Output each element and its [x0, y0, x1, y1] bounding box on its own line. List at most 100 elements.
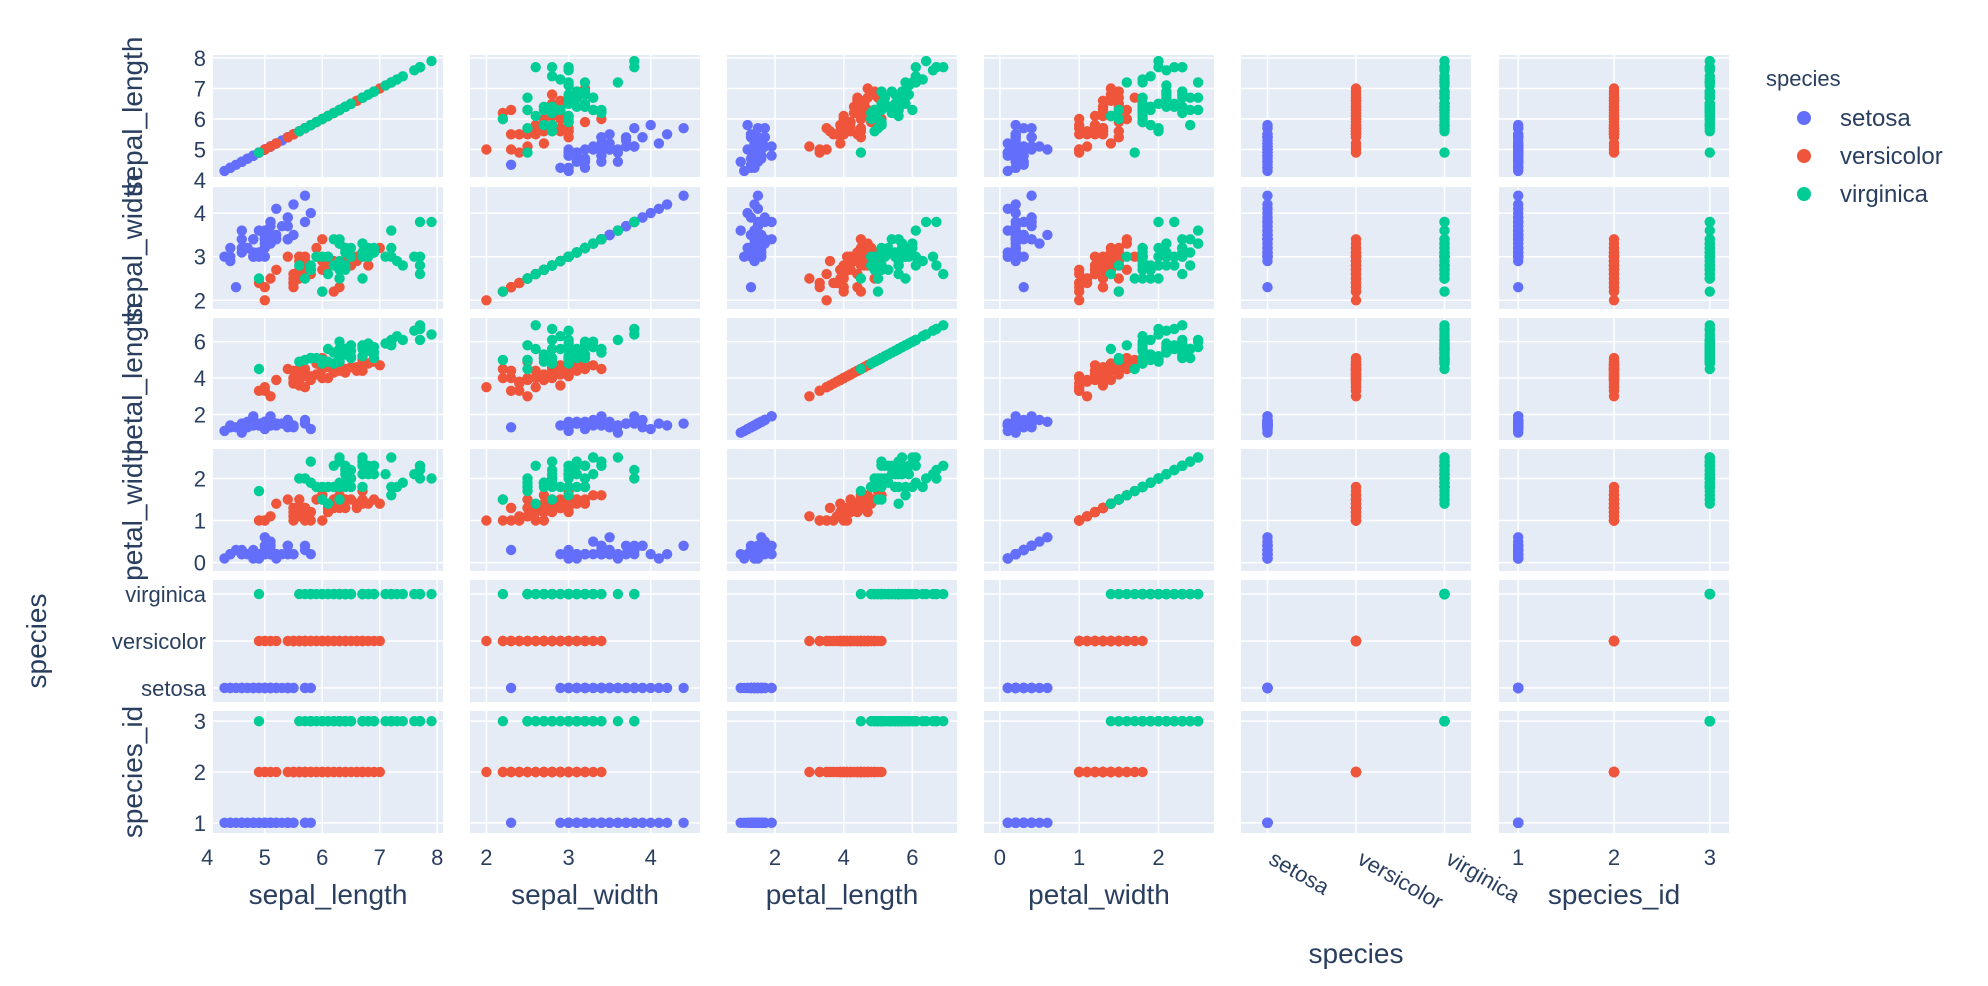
data-point-versicolor: [1608, 234, 1620, 245]
data-point-setosa: [1262, 532, 1273, 543]
data-point-setosa: [629, 817, 640, 828]
data-point-versicolor: [814, 282, 825, 293]
data-point-virginica: [299, 273, 311, 284]
data-point-setosa: [596, 132, 607, 143]
data-point-virginica: [538, 477, 550, 488]
data-point-setosa: [596, 418, 607, 429]
data-point-versicolor: [328, 766, 339, 778]
data-point-virginica: [612, 77, 624, 88]
data-point-setosa: [1042, 817, 1053, 828]
data-point-versicolor: [481, 766, 492, 778]
data-point-virginica: [866, 113, 877, 125]
data-point-setosa: [236, 682, 247, 694]
data-point-virginica: [910, 477, 921, 488]
data-point-virginica: [546, 494, 558, 505]
data-point-versicolor: [596, 363, 607, 375]
data-point-versicolor: [522, 635, 533, 647]
data-point-versicolor: [481, 515, 492, 526]
data-point-setosa: [1018, 123, 1029, 134]
data-point-virginica: [397, 334, 408, 346]
data-point-virginica: [311, 352, 322, 364]
data-point-setosa: [1002, 420, 1013, 431]
data-point-setosa: [604, 544, 615, 556]
data-point-setosa: [571, 549, 582, 560]
data-point-setosa: [271, 203, 282, 214]
data-point-versicolor: [555, 123, 566, 134]
data-point-setosa: [555, 162, 566, 173]
data-point-setosa: [1262, 221, 1273, 232]
data-point-virginica: [579, 460, 591, 471]
data-point-versicolor: [505, 282, 517, 293]
data-point-versicolor: [259, 282, 270, 293]
data-point-setosa: [225, 422, 236, 433]
data-point-versicolor: [862, 92, 873, 103]
data-point-setosa: [236, 225, 247, 236]
data-point-virginica: [357, 92, 368, 103]
data-point-versicolor: [514, 277, 525, 289]
data-point-setosa: [661, 682, 673, 694]
data-point-setosa: [629, 540, 640, 551]
data-point-setosa: [620, 135, 632, 146]
data-point-virginica: [1145, 273, 1156, 284]
data-point-virginica: [876, 251, 887, 262]
data-point-setosa: [1026, 190, 1037, 201]
data-point-virginica: [910, 61, 921, 73]
points-layer: [219, 55, 1716, 828]
data-point-versicolor: [505, 129, 517, 140]
data-point-setosa: [612, 817, 624, 828]
data-point-setosa: [637, 422, 648, 433]
data-point-versicolor: [265, 391, 276, 402]
data-point-virginica: [311, 116, 322, 128]
data-point-virginica: [920, 473, 932, 484]
data-point-setosa: [505, 817, 517, 828]
data-point-setosa: [1513, 199, 1524, 210]
data-point-versicolor: [522, 372, 533, 384]
data-point-versicolor: [546, 766, 558, 778]
data-point-virginica: [931, 323, 942, 335]
data-point-setosa: [645, 423, 656, 435]
data-point-setosa: [276, 418, 288, 429]
data-point-setosa: [678, 682, 689, 694]
data-point-setosa: [282, 212, 293, 223]
data-point-virginica: [1113, 286, 1125, 297]
data-point-setosa: [588, 536, 599, 547]
data-point-virginica: [253, 363, 265, 375]
data-point-versicolor: [1089, 110, 1101, 122]
data-point-versicolor: [546, 635, 558, 647]
data-point-versicolor: [596, 490, 607, 501]
data-point-setosa: [766, 234, 777, 245]
data-point-virginica: [920, 55, 932, 67]
data-point-setosa: [749, 144, 760, 155]
data-point-versicolor: [1074, 268, 1085, 280]
data-point-virginica: [497, 113, 509, 125]
data-point-virginica: [1185, 119, 1196, 131]
data-point-virginica: [1161, 86, 1172, 97]
data-point-setosa: [745, 282, 757, 293]
data-point-setosa: [555, 817, 566, 828]
data-point-setosa: [637, 414, 648, 426]
data-point-setosa: [505, 682, 517, 694]
data-point-setosa: [678, 540, 689, 551]
data-point-setosa: [637, 817, 648, 828]
data-point-versicolor: [538, 138, 550, 149]
data-point-setosa: [749, 251, 760, 262]
data-point-setosa: [1018, 216, 1029, 228]
data-point-versicolor: [859, 498, 870, 509]
data-point-versicolor: [1097, 371, 1109, 382]
data-point-setosa: [1018, 682, 1029, 694]
data-point-virginica: [397, 71, 408, 82]
data-point-versicolor: [1350, 635, 1362, 647]
data-point-setosa: [612, 553, 624, 564]
data-point-setosa: [766, 817, 777, 828]
data-point-versicolor: [1105, 374, 1117, 386]
data-point-virginica: [563, 251, 574, 262]
data-point-versicolor: [481, 382, 492, 393]
data-point-versicolor: [1608, 123, 1620, 134]
data-point-versicolor: [804, 511, 815, 522]
data-point-setosa: [749, 199, 760, 210]
data-point-setosa: [756, 229, 767, 241]
data-point-virginica: [1121, 77, 1133, 88]
data-point-versicolor: [814, 515, 825, 526]
data-point-versicolor: [259, 295, 270, 306]
data-point-versicolor: [838, 286, 849, 297]
